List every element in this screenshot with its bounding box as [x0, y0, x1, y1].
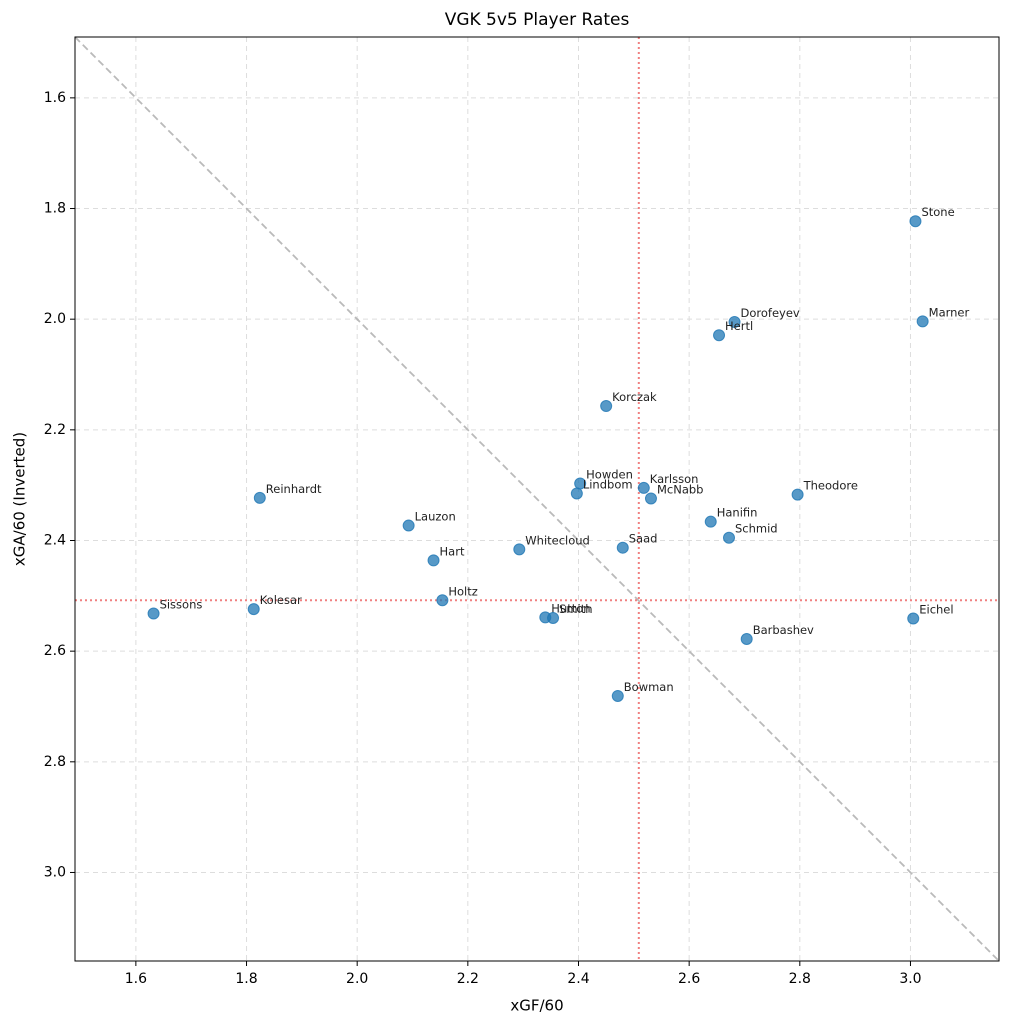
point-label: Barbashev	[753, 623, 814, 637]
point	[704, 515, 717, 528]
point	[791, 488, 804, 501]
point	[547, 611, 560, 624]
y-tick-label: 2.6	[44, 643, 66, 659]
point	[909, 215, 922, 228]
y-axis-label: xGA/60 (Inverted)	[11, 432, 29, 566]
y-tick-label: 1.6	[44, 90, 66, 106]
point	[247, 603, 260, 616]
point	[600, 400, 613, 413]
point	[713, 329, 726, 342]
y-tick-label: 1.8	[44, 201, 66, 217]
point	[644, 492, 657, 505]
point-label: Hart	[440, 544, 465, 558]
point	[611, 689, 624, 702]
point	[436, 594, 449, 607]
y-tick-label: 2.2	[44, 422, 66, 438]
point	[916, 315, 929, 328]
point	[728, 315, 741, 328]
point-label: Lindbom	[583, 477, 633, 491]
point-label: Schmid	[735, 522, 778, 536]
point-label: Holtz	[448, 584, 477, 598]
point-label: McNabb	[657, 482, 704, 496]
point-label: Hutton	[551, 601, 590, 615]
point	[427, 554, 440, 567]
point-label: Dorofeyev	[741, 306, 800, 320]
point	[570, 487, 583, 500]
point-label: Hertl	[725, 319, 753, 333]
point-label: Bowman	[624, 680, 674, 694]
x-axis-label: xGF/60	[510, 997, 563, 1015]
point-label: Sissons	[160, 598, 203, 612]
y-tick-label: 2.8	[44, 754, 66, 770]
diagonal-line	[74, 36, 1000, 962]
x-tick-label: 2.2	[457, 971, 479, 987]
point	[616, 541, 629, 554]
point-label: Korczak	[612, 390, 657, 404]
point-label: Eichel	[919, 603, 953, 617]
x-tick-label: 2.0	[346, 971, 368, 987]
point-label: Theodore	[803, 479, 858, 493]
y-tick-label: 2.4	[44, 532, 66, 548]
plot-frame	[74, 36, 1000, 962]
point	[722, 531, 735, 544]
point-label: Hanifin	[717, 506, 758, 520]
point-label: Reinhardt	[266, 482, 322, 496]
point	[253, 491, 266, 504]
point-label: Smith	[559, 602, 593, 616]
point	[740, 632, 753, 645]
x-tick-label: 3.0	[899, 971, 921, 987]
point-label: Karlsson	[650, 472, 699, 486]
y-tick-label: 2.0	[44, 311, 66, 327]
x-tick-label: 1.6	[125, 971, 147, 987]
y-tick-label: 3.0	[44, 864, 66, 880]
point	[907, 612, 920, 625]
point	[513, 543, 526, 556]
x-tick-label: 2.4	[567, 971, 589, 987]
point-label: Whitecloud	[525, 533, 590, 547]
x-tick-label: 2.8	[789, 971, 811, 987]
point-label: Stone	[921, 205, 954, 219]
point-label: Howden	[586, 468, 633, 482]
point-label: Kolesar	[260, 593, 302, 607]
point	[402, 519, 415, 532]
point-label: Lauzon	[415, 510, 456, 524]
point-label: Marner	[929, 305, 970, 319]
point	[637, 481, 650, 494]
point	[147, 607, 160, 620]
x-tick-label: 1.8	[235, 971, 257, 987]
point-label: Saad	[629, 532, 658, 546]
chart-title: VGK 5v5 Player Rates	[445, 10, 630, 30]
x-tick-label: 2.6	[678, 971, 700, 987]
